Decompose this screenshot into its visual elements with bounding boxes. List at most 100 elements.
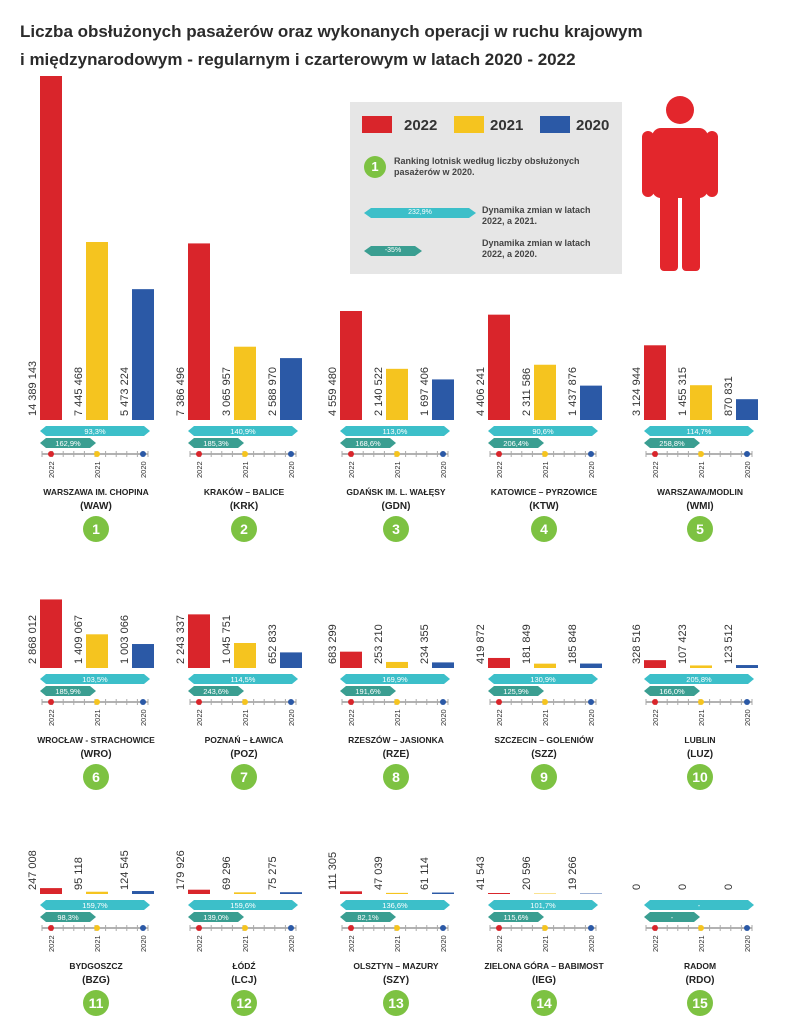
rank-number-rdo: 15 [692, 995, 708, 1011]
airport-code-poz: (POZ) [230, 749, 257, 760]
value-label-lcj-2022: 179 926 [175, 850, 187, 890]
legend: 2022 2021 2020 1 Ranking lotnisk według … [350, 102, 622, 274]
bar-luz-2022 [644, 660, 666, 668]
year-label-rdo-2021: 2021 [697, 935, 706, 952]
year-label-lcj-2020: 2020 [287, 935, 296, 952]
dynamics-label-2122-rze: 169,9% [382, 675, 408, 684]
year-dot-ktw-2021 [542, 451, 548, 457]
legend-ranking-text-1: Ranking lotnisk według liczby obsłużonyc… [394, 156, 580, 166]
legend-label-2021: 2021 [490, 117, 524, 134]
airport-name-krk: KRAKÓW – BALICE [204, 486, 285, 497]
year-label-waw-2022: 2022 [47, 461, 56, 478]
legend-ranking-badge: 1 [364, 156, 386, 178]
rank-badge-wmi [687, 516, 713, 542]
airport-name-luz: LUBLIN [684, 735, 715, 745]
value-label-wmi-2021: 1 455 315 [677, 367, 689, 416]
bar-szy-2020 [432, 892, 454, 894]
year-dot-gdn-2021 [394, 451, 400, 457]
rank-number-luz: 10 [692, 769, 708, 785]
year-label-gdn-2020: 2020 [439, 461, 448, 478]
bar-wmi-2022 [644, 345, 666, 420]
value-label-lcj-2021: 69 296 [221, 856, 233, 890]
year-dot-lcj-2021 [242, 925, 248, 931]
rank-number-ktw: 4 [540, 521, 548, 537]
airport-name-wro: WROCŁAW - STRACHOWICE [37, 735, 155, 745]
value-label-ktw-2022: 4 406 241 [475, 367, 487, 416]
rank-number-waw: 1 [92, 521, 100, 537]
rank-number-szy: 13 [388, 995, 404, 1011]
airport-code-luz: (LUZ) [687, 749, 713, 760]
bar-poz-2020 [280, 652, 302, 668]
year-dot-szy-2021 [394, 925, 400, 931]
year-dot-rdo-2020 [744, 925, 750, 931]
year-dot-rze-2020 [440, 699, 446, 705]
rank-number-wro: 6 [92, 769, 100, 785]
airport-name-rdo: RADOM [684, 961, 716, 971]
legend-dynamics-note-2022-2021: Dynamika zmian w latach 2022, a 2021. [482, 205, 591, 227]
value-label-waw-2022: 14 389 143 [27, 361, 39, 416]
year-dot-ktw-2022 [496, 451, 502, 457]
year-label-szy-2021: 2021 [393, 935, 402, 952]
dynamics-label-2122-wro: 103,5% [82, 675, 108, 684]
dynamics-arrow-2122-krk [188, 426, 298, 436]
dynamics-label-2122-lcj: 159,6% [230, 901, 256, 910]
bar-krk-2020 [280, 358, 302, 420]
year-label-gdn-2022: 2022 [347, 461, 356, 478]
bar-gdn-2022 [340, 310, 362, 420]
dynamics-arrow-2122-wmi [644, 426, 754, 436]
year-label-lcj-2022: 2022 [195, 935, 204, 952]
year-label-poz-2022: 2022 [195, 709, 204, 726]
dynamics-label-2220-ktw: 206,4% [503, 439, 529, 448]
value-label-ktw-2020: 1 437 876 [567, 367, 579, 416]
airport-name-szy: OLSZTYN – MAZURY [353, 961, 438, 971]
rank-number-gdn: 3 [392, 521, 400, 537]
airport-code-szy: (SZY) [383, 975, 409, 986]
year-label-krk-2022: 2022 [195, 461, 204, 478]
legend-dynamics-note-2022-2020: Dynamika zmian w latach 2022, a 2020. [482, 238, 591, 260]
airport-code-ktw: (KTW) [529, 501, 558, 512]
year-dot-waw-2021 [94, 451, 100, 457]
airport-name-wmi: WARSZAWA/MODLIN [657, 487, 743, 497]
dynamics-label-2220-waw: 162,9% [55, 439, 81, 448]
dynamics-arrow-2220-waw [40, 438, 96, 448]
legend-ranking-text-2: pasażerów w 2020. [394, 167, 475, 177]
bar-poz-2022 [188, 614, 210, 668]
dynamics-label-2122-poz: 114,5% [231, 675, 256, 684]
rank-number-poz: 7 [240, 769, 248, 785]
dynamics-label-2122-ktw: 90,6% [532, 427, 554, 436]
value-label-gdn-2022: 4 559 480 [327, 367, 339, 416]
year-dot-rze-2022 [348, 699, 354, 705]
dynamics-label-2122-wmi: 114,7% [687, 427, 712, 436]
airport-code-rdo: (RDO) [686, 975, 715, 986]
dynamics-label-2220-krk: 185,3% [203, 439, 229, 448]
airport-code-wro: (WRO) [80, 749, 111, 760]
rank-badge-ieg [531, 990, 557, 1016]
bar-waw-2022 [40, 76, 62, 420]
year-label-wmi-2021: 2021 [697, 461, 706, 478]
bar-szz-2022 [488, 657, 510, 668]
airport-name-rze: RZESZÓW – JASIONKA [348, 734, 444, 745]
value-label-luz-2022: 328 516 [631, 624, 643, 664]
dynamics-arrow-2122-luz [644, 674, 754, 684]
value-label-poz-2020: 652 833 [267, 624, 279, 664]
dynamics-label-2220-szz: 125,9% [503, 687, 529, 696]
value-label-waw-2020: 5 473 224 [119, 367, 131, 416]
dynamics-arrow-2220-szz [488, 686, 544, 696]
year-dot-bzg-2022 [48, 925, 54, 931]
dynamics-label-2220-bzg: 98,3% [57, 913, 79, 922]
bar-lcj-2022 [188, 889, 210, 894]
value-label-szz-2020: 185 848 [567, 624, 579, 664]
dynamics-arrow-2220-bzg [40, 912, 96, 922]
year-label-poz-2020: 2020 [287, 709, 296, 726]
dynamics-arrow-2122-gdn [340, 426, 450, 436]
dynamics-arrow-2122-szz [488, 674, 598, 684]
bar-ktw-2021 [534, 364, 556, 420]
year-label-bzg-2021: 2021 [93, 935, 102, 952]
rank-badge-wro [83, 764, 109, 790]
legend-ranking-note: Ranking lotnisk według liczby obsłużonyc… [394, 156, 580, 178]
dynamics-arrow-2220-wro [40, 686, 96, 696]
year-label-waw-2020: 2020 [139, 461, 148, 478]
legend-label-2022: 2022 [404, 117, 438, 134]
value-label-rze-2022: 683 299 [327, 624, 339, 664]
